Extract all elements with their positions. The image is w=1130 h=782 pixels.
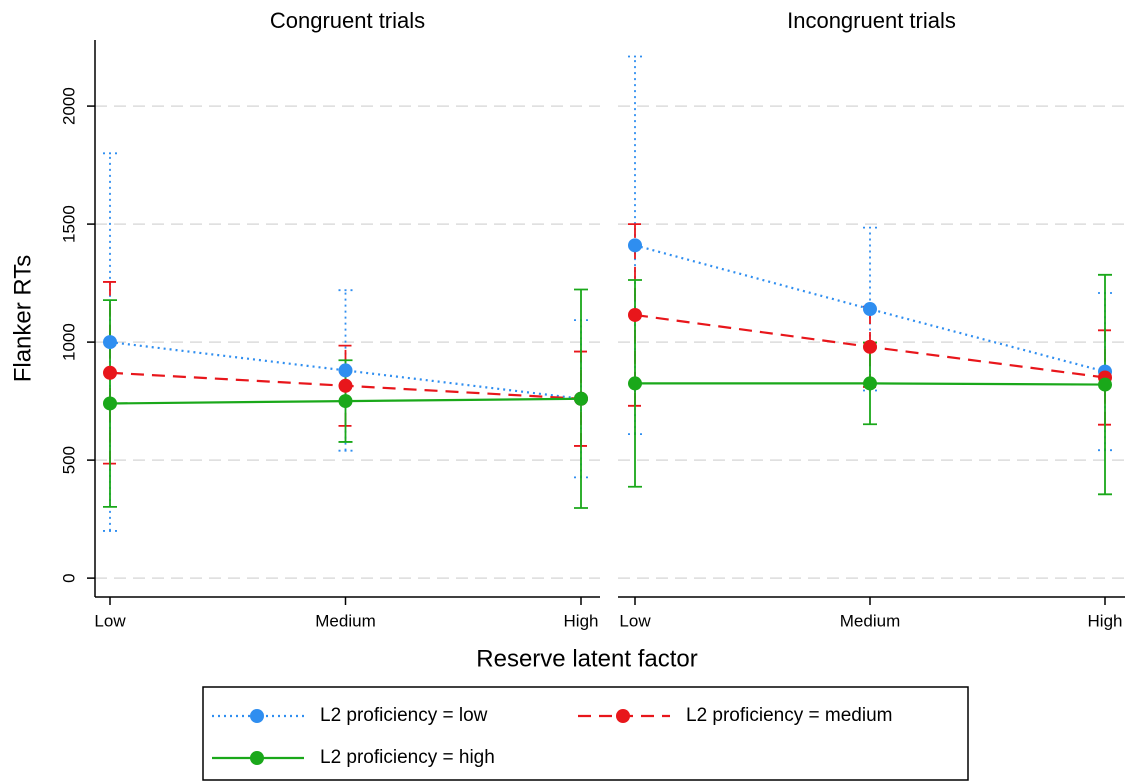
x-tick-label: High <box>1088 611 1123 630</box>
point <box>338 394 353 409</box>
legend-label: L2 proficiency = low <box>320 705 488 726</box>
legend-label: L2 proficiency = high <box>320 747 495 768</box>
x-tick-label: Medium <box>840 611 900 630</box>
error-bar <box>338 289 353 452</box>
y-tick-label: 1500 <box>59 205 78 243</box>
x-tick-label: Medium <box>315 611 375 630</box>
point <box>863 302 877 317</box>
legend-marker <box>616 709 630 723</box>
legend-marker <box>250 751 264 765</box>
point <box>628 376 642 391</box>
point <box>103 365 117 380</box>
legend-marker <box>250 709 264 723</box>
panel-title: Incongruent trials <box>787 8 956 33</box>
y-tick-label: 1000 <box>59 323 78 361</box>
point <box>574 391 588 406</box>
y-tick-label: 2000 <box>59 87 78 125</box>
series-line <box>109 341 582 400</box>
point <box>628 238 642 253</box>
panel-title: Congruent trials <box>270 8 425 33</box>
point <box>628 307 642 322</box>
x-tick-label: Low <box>94 611 126 630</box>
point <box>863 376 877 391</box>
point <box>103 335 117 350</box>
error-bar <box>103 152 117 532</box>
x-tick-label: Low <box>619 611 651 630</box>
legend-box <box>202 686 969 781</box>
point <box>338 363 353 378</box>
point <box>863 339 877 354</box>
point <box>103 396 117 411</box>
legend-label: L2 proficiency = medium <box>686 705 892 726</box>
point <box>338 378 353 393</box>
y-axis-label: Flanker RTs <box>9 255 36 383</box>
x-tick-label: High <box>564 611 599 630</box>
y-tick-label: 500 <box>59 446 78 474</box>
y-tick-label: 0 <box>59 573 78 582</box>
x-axis-label: Reserve latent factor <box>476 645 697 672</box>
point <box>1098 377 1112 392</box>
